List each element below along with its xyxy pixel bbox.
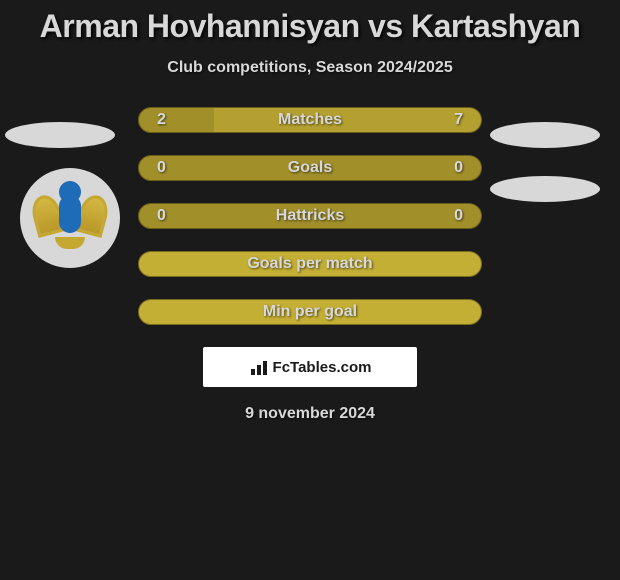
stat-bar-goals: 0 Goals 0 [138,155,482,181]
hattricks-label: Hattricks [276,207,344,225]
stat-bar-min-per-goal: Min per goal [138,299,482,325]
season-subtitle: Club competitions, Season 2024/2025 [0,59,620,77]
hattricks-right-value: 0 [454,207,463,225]
matches-left-value: 2 [157,111,166,129]
date-label: 9 november 2024 [0,405,620,423]
player2-indicator-ellipse-1 [490,122,600,148]
main-container: Arman Hovhannisyan vs Kartashyan Club co… [0,0,620,423]
matches-right-value: 7 [454,111,463,129]
goals-label: Goals [288,159,332,177]
fctables-logo: FcTables.com [249,359,372,376]
comparison-title: Arman Hovhannisyan vs Kartashyan [0,8,620,45]
mpg-label: Min per goal [263,303,357,321]
stat-bar-goals-per-match: Goals per match [138,251,482,277]
chart-icon [249,359,269,375]
gpm-label: Goals per match [247,255,372,273]
matches-label: Matches [278,111,342,129]
team-emblem-icon [35,183,105,253]
stat-row-min-per-goal: Min per goal [0,299,620,325]
attribution-text: FcTables.com [273,359,372,376]
goals-right-value: 0 [454,159,463,177]
hattricks-left-value: 0 [157,207,166,225]
goals-left-value: 0 [157,159,166,177]
player2-indicator-ellipse-2 [490,176,600,202]
attribution-box: FcTables.com [203,347,417,387]
stat-bar-matches: 2 Matches 7 [138,107,482,133]
player1-indicator-ellipse [5,122,115,148]
team-logo-badge [20,168,120,268]
stat-bar-hattricks: 0 Hattricks 0 [138,203,482,229]
